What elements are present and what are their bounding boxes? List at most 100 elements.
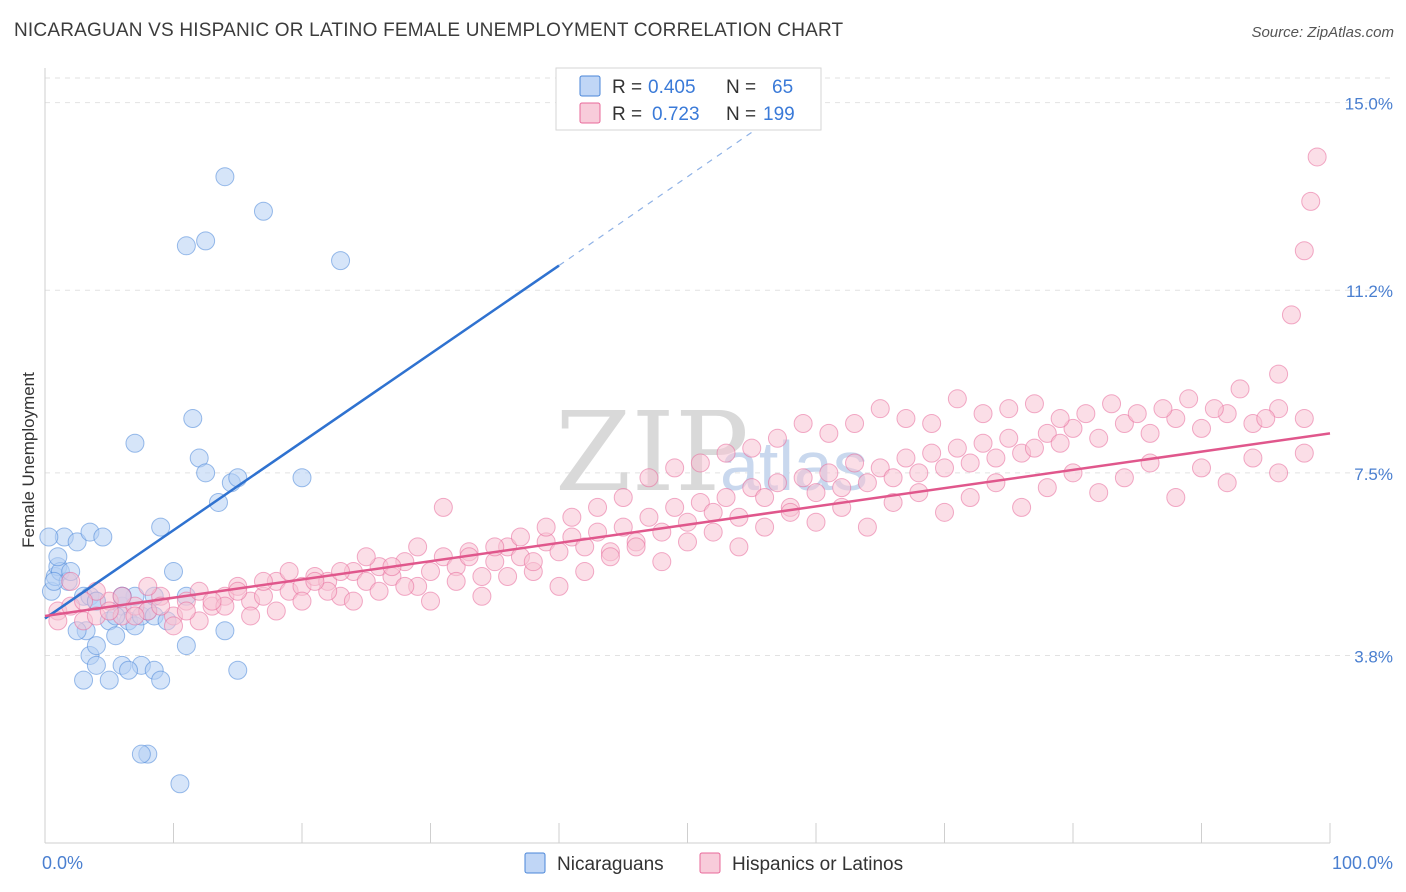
bottom-legend-swatch-nicaraguans	[524, 852, 546, 874]
data-point	[208, 492, 228, 512]
data-point	[215, 621, 235, 641]
data-point	[1307, 147, 1327, 167]
legend-n-value-1: 65	[772, 77, 793, 98]
stats-legend: R = 0.405 N = 65 R = 0.723 N = 199	[555, 67, 822, 131]
data-point	[678, 532, 697, 552]
data-point	[343, 591, 363, 611]
data-point	[1166, 488, 1186, 508]
bottom-legend-hispanics: Hispanics or Latinos	[732, 854, 903, 875]
data-point	[433, 497, 453, 517]
bottom-legend-swatch-hispanics	[699, 852, 721, 874]
data-point	[600, 547, 620, 567]
data-point	[395, 576, 415, 596]
data-point	[228, 660, 248, 680]
legend-n-label-2: N =	[726, 104, 756, 125]
data-point	[131, 744, 151, 764]
data-point	[228, 581, 248, 601]
data-point	[947, 389, 967, 409]
data-point	[408, 537, 428, 557]
data-point	[1102, 394, 1122, 414]
trend-lines	[44, 131, 1331, 620]
data-point	[170, 774, 190, 794]
data-point	[48, 547, 68, 567]
source-label: Source: ZipAtlas.com	[1251, 24, 1394, 41]
data-point	[767, 428, 787, 448]
data-point	[86, 655, 106, 675]
data-point	[1114, 413, 1134, 433]
data-point	[960, 453, 980, 473]
data-point	[767, 473, 787, 493]
data-point	[536, 517, 556, 537]
data-point	[331, 562, 351, 582]
data-point	[125, 606, 145, 626]
data-point	[176, 601, 196, 621]
data-point	[935, 502, 954, 522]
data-point	[119, 660, 139, 680]
data-point	[793, 468, 813, 488]
data-point	[472, 586, 492, 606]
data-point	[870, 399, 890, 419]
bottom-legend-nicaraguans: Nicaraguans	[557, 854, 664, 875]
data-point	[703, 522, 723, 542]
data-point	[1063, 418, 1083, 438]
data-point	[639, 507, 659, 527]
data-point	[1179, 389, 1199, 409]
data-point	[690, 492, 710, 512]
data-point	[742, 478, 762, 498]
data-point	[1012, 497, 1032, 517]
data-point	[947, 438, 967, 458]
data-point	[183, 409, 203, 429]
data-point	[1089, 483, 1109, 503]
data-point	[806, 483, 826, 503]
data-point	[1037, 423, 1057, 443]
data-point	[164, 562, 183, 582]
data-point	[819, 423, 839, 443]
data-point	[832, 478, 852, 498]
data-point	[639, 468, 659, 488]
data-point	[716, 488, 736, 508]
trend-line-nicaraguans-extension	[558, 131, 753, 267]
data-point	[1050, 433, 1070, 453]
data-point	[1294, 443, 1314, 463]
bottom-legend: Nicaraguans Hispanics or Latinos	[524, 852, 903, 875]
data-point	[1269, 399, 1289, 419]
data-point	[1269, 364, 1289, 384]
data-point	[67, 532, 87, 552]
data-point	[1192, 418, 1211, 438]
legend-r-label-1: R =	[612, 77, 642, 98]
data-point	[870, 458, 890, 478]
data-point	[472, 566, 492, 586]
x-tick-min: 0.0%	[42, 853, 83, 873]
data-point	[215, 167, 235, 187]
data-point	[369, 581, 389, 601]
data-point	[755, 517, 775, 537]
legend-r-label-2: R =	[612, 104, 642, 125]
data-point	[138, 576, 158, 596]
data-point	[652, 522, 672, 542]
data-point	[780, 502, 800, 522]
data-point	[292, 468, 312, 488]
data-point	[318, 581, 338, 601]
data-point	[189, 611, 209, 631]
data-point	[562, 507, 582, 527]
data-point	[1140, 453, 1160, 473]
data-point	[498, 566, 518, 586]
data-point	[292, 591, 312, 611]
data-point	[935, 458, 954, 478]
legend-swatch-nicaraguans	[579, 75, 601, 97]
data-point	[1024, 394, 1044, 414]
data-point	[678, 512, 697, 532]
data-point	[588, 497, 608, 517]
data-point	[106, 626, 126, 646]
data-point	[421, 591, 440, 611]
data-point	[1294, 241, 1314, 261]
data-point	[1050, 409, 1070, 429]
data-point	[228, 468, 248, 488]
data-point	[729, 537, 749, 557]
data-point	[626, 537, 646, 557]
y-tick-label: 15.0%	[1345, 95, 1393, 114]
data-point	[973, 433, 993, 453]
y-tick-label: 3.8%	[1354, 647, 1393, 666]
chart-title: NICARAGUAN VS HISPANIC OR LATINO FEMALE …	[14, 20, 844, 41]
data-point	[151, 517, 171, 537]
